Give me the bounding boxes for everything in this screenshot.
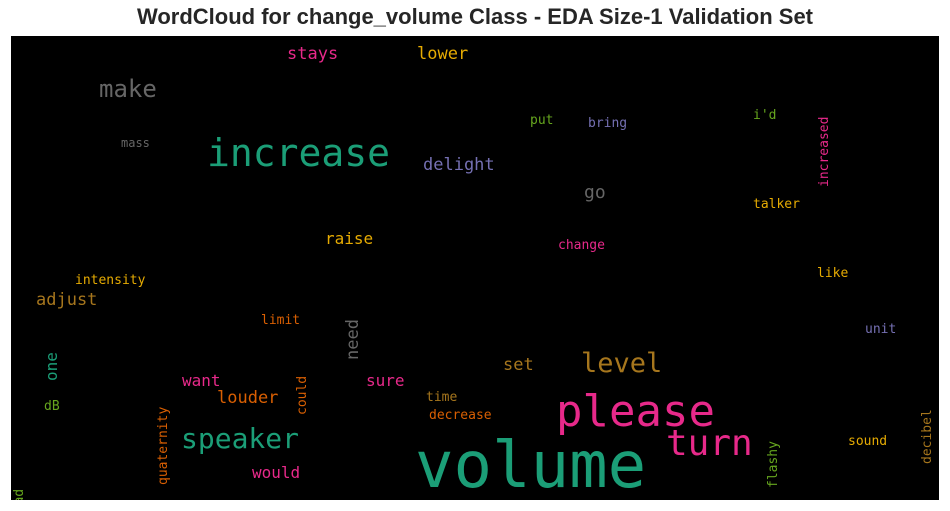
word-lower: lower (417, 44, 469, 64)
word-change: change (558, 238, 605, 253)
word-make: make (99, 75, 157, 103)
word-intensity: intensity (75, 273, 146, 288)
word-time: time (426, 390, 458, 405)
word-unit: unit (865, 322, 897, 337)
word-raise: raise (325, 229, 374, 248)
word-set: set (503, 355, 534, 375)
word-one: one (42, 351, 61, 381)
word-would: would (252, 463, 301, 482)
word-delight: delight (423, 155, 495, 175)
word-adjust: adjust (36, 290, 98, 310)
word-mass: mass (121, 136, 150, 150)
word-id: i'd (753, 108, 777, 123)
word-put: put (530, 113, 554, 128)
word-talker: talker (753, 197, 800, 212)
word-level: level (581, 348, 663, 379)
word-dB: dB (44, 399, 60, 414)
word-increased: increased (817, 116, 832, 188)
word-quaternity: quaternity (156, 406, 171, 485)
word-like: like (817, 266, 849, 281)
word-go: go (584, 182, 606, 203)
word-speaker: speaker (181, 422, 300, 455)
word-stays: stays (287, 44, 339, 64)
word-decrease: decrease (429, 408, 492, 423)
word-volume: volume (415, 429, 647, 500)
word-sound: sound (848, 434, 888, 449)
word-want: want (182, 371, 221, 390)
word-turn: turn (666, 423, 753, 464)
word-sure: sure (366, 371, 405, 390)
word-louder: louder (217, 388, 279, 408)
word-need: need (343, 318, 363, 360)
word-increase: increase (207, 131, 391, 175)
word-decibel: decibel (920, 408, 935, 464)
word-bring: bring (588, 116, 628, 131)
word-flashy: flashy (766, 440, 781, 488)
word-could: could (295, 375, 310, 415)
wordcloud-canvas: volume please increase turn speaker level make… (11, 36, 939, 500)
word-please: please (556, 386, 715, 437)
word-ahead: ahead (12, 489, 27, 500)
chart-title: WordCloud for change_volume Class - EDA … (136, 4, 814, 29)
word-limit: limit (261, 313, 301, 328)
